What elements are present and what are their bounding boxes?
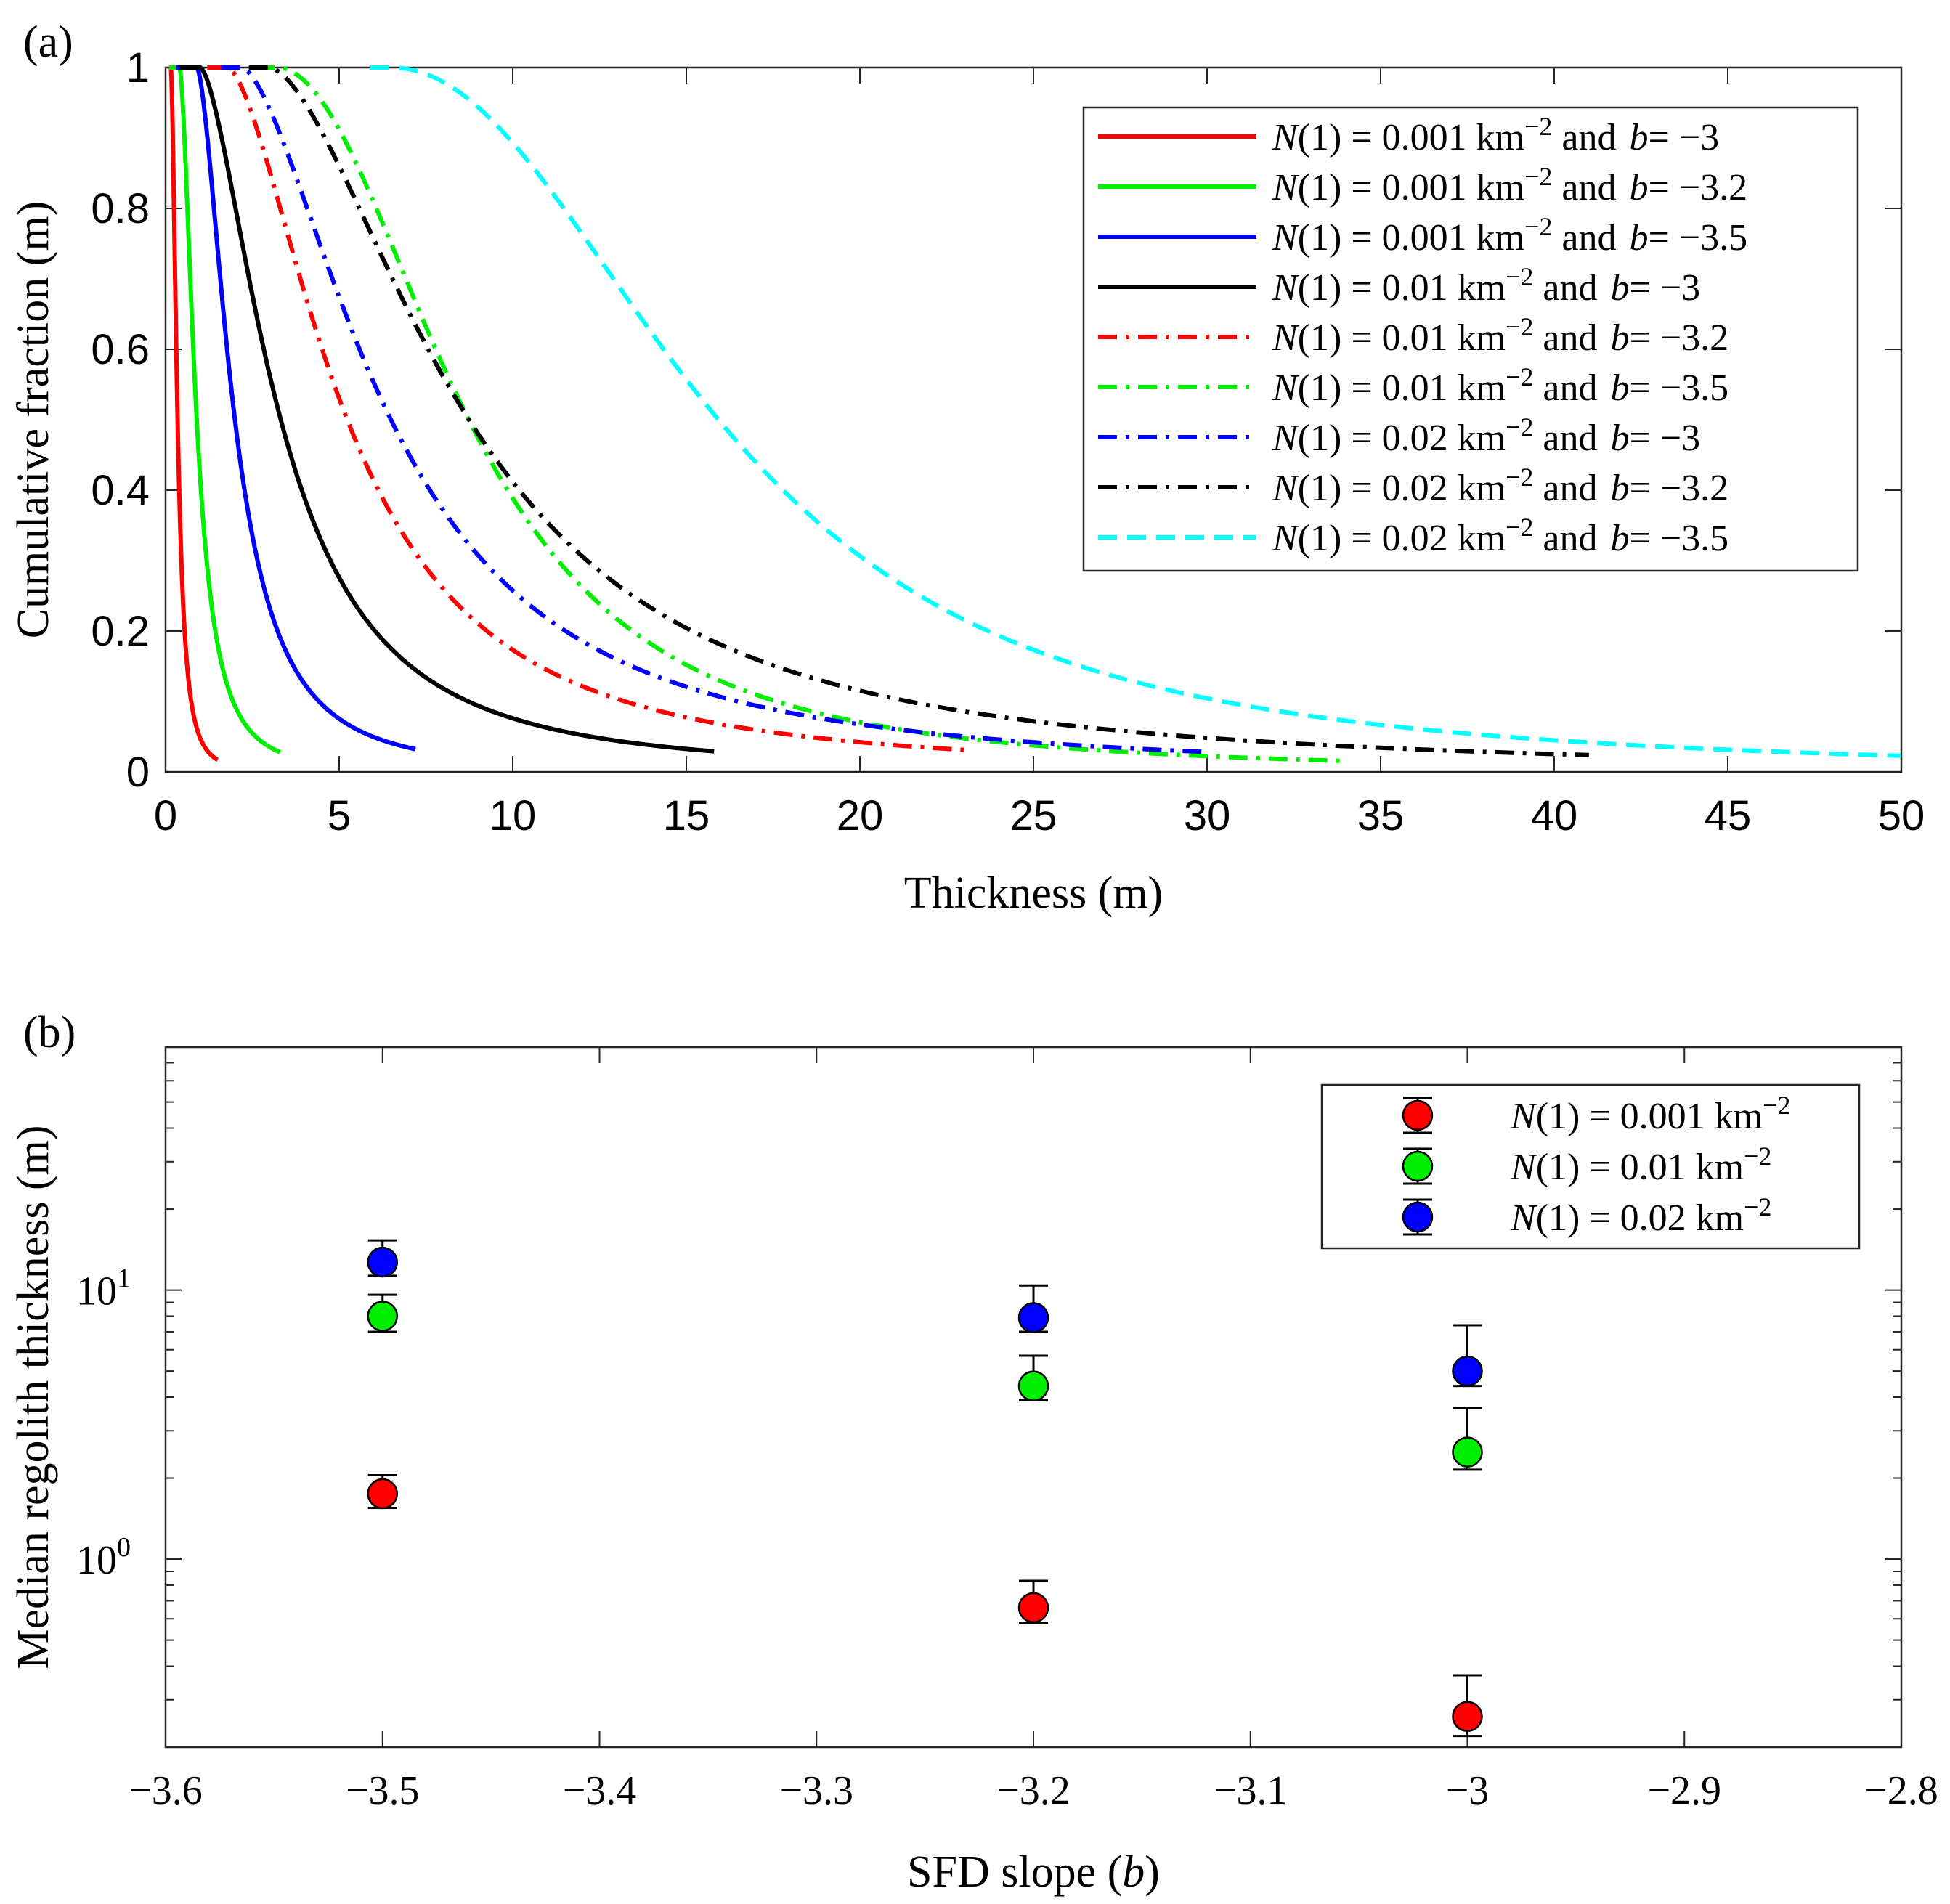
panel-b-x-tick-labels: −3.6 −3.5 −3.4 −3.3 −3.2 −3.1 −3 −2.9 −2.8 — [129, 1768, 1938, 1813]
data-point — [1017, 1354, 1049, 1401]
y-tick-label: 0.2 — [91, 608, 150, 655]
legend-entry-1: N(1) = 0.01 km−2 — [1510, 1142, 1771, 1188]
legend-entry-7: N(1) = 0.02 km−2 and b= −3.2 — [1272, 463, 1728, 509]
panel-b-label: (b) — [23, 1008, 76, 1057]
y-tick-label: 0.8 — [91, 185, 150, 232]
y-tick-label: 100 — [76, 1532, 131, 1583]
x-tick-label: 50 — [1878, 792, 1925, 839]
series-line-5 — [256, 65, 1346, 763]
x-tick-label: 40 — [1531, 792, 1578, 839]
x-tick-label: 20 — [837, 792, 884, 839]
marker-0-1 — [1017, 1592, 1049, 1624]
data-point — [1452, 1674, 1483, 1738]
data-point — [1017, 1579, 1049, 1624]
panel-b-ticks — [165, 1046, 1902, 1748]
legend-marker-1 — [1402, 1150, 1434, 1182]
panel-a-x-label: Thickness (m) — [904, 868, 1163, 918]
marker-1-2 — [1452, 1436, 1483, 1468]
legend-entry-3: N(1) = 0.01 km−2 and b= −3 — [1272, 262, 1700, 309]
data-point — [367, 1239, 398, 1278]
x-tick-label: 30 — [1184, 792, 1231, 839]
y-tick-label: 1 — [126, 44, 150, 91]
y-tick-label: 0 — [126, 749, 150, 796]
series-line-8 — [370, 65, 1902, 758]
x-tick-label: 0 — [154, 792, 177, 839]
x-tick-label: 10 — [489, 792, 537, 839]
legend-marker-0 — [1402, 1099, 1434, 1131]
series-line-0 — [168, 65, 219, 762]
data-point — [367, 1293, 398, 1333]
panel-a-x-tick-labels: 0 5 10 15 20 25 30 35 40 45 50 — [154, 792, 1925, 839]
panel-a-label: (a) — [23, 17, 73, 67]
legend-entry-6: N(1) = 0.02 km−2 and b= −3 — [1272, 412, 1700, 459]
marker-1-1 — [1017, 1370, 1049, 1401]
panel-a-y-tick-labels: 0 0.2 0.4 0.6 0.8 1 — [91, 44, 150, 796]
series-line-1 — [168, 65, 282, 754]
legend-marker-2 — [1402, 1201, 1434, 1233]
panel-a: (a) 0 5 10 15 20 25 30 35 40 45 50 00.20.40.60.81 … — [9, 17, 1925, 918]
data-point — [1452, 1407, 1483, 1471]
legend-entry-0: N(1) = 0.001 km−2 — [1510, 1091, 1790, 1137]
series-line-7 — [248, 65, 1589, 757]
y-tick-label: 0.6 — [91, 326, 150, 373]
x-tick-label: −3.6 — [129, 1768, 203, 1813]
x-tick-label: −3.3 — [779, 1768, 853, 1813]
series-line-2 — [176, 65, 416, 752]
legend-entry-0: N(1) = 0.001 km−2 and b= −3 — [1272, 112, 1719, 158]
legend-entry-8: N(1) = 0.02 km−2 and b= −3.5 — [1272, 513, 1728, 559]
panel-b-legend: N(1) = 0.001 km−2 N(1) = 0.01 km−2N(1) = … — [1320, 1083, 1861, 1250]
legend-entry-4: N(1) = 0.01 km−2 and b= −3.2 — [1272, 312, 1728, 359]
x-tick-label: −3.4 — [563, 1768, 637, 1813]
x-tick-label: −3.1 — [1214, 1768, 1288, 1813]
data-point — [367, 1474, 398, 1510]
panel-b-y-label: Median regolith thickness (m) — [9, 1126, 58, 1669]
panel-a-legend: N(1) = 0.001 km−2 and b= −3N(1) = 0.001 k… — [1082, 106, 1859, 572]
panel-a-ticks — [165, 67, 1902, 773]
panel-b-y-tick-labels: 100 101 — [76, 1264, 131, 1583]
marker-0-0 — [367, 1478, 398, 1510]
series-line-6 — [221, 65, 1208, 754]
panel-a-y-label: Cumulative fraction (m) — [9, 201, 58, 639]
x-tick-label: 35 — [1357, 792, 1405, 839]
panel-b: (b) −3.6 −3.5 −3.4 −3.3 −3.2 −3.1 −3 −2.9 −2.8 1… — [9, 1008, 1938, 1897]
panel-b-x-label: SFD slope (b) — [907, 1847, 1160, 1897]
marker-2-0 — [367, 1246, 398, 1278]
marker-1-0 — [367, 1301, 398, 1332]
legend-entry-2: N(1) = 0.02 km−2 — [1510, 1192, 1771, 1239]
x-tick-label: −3 — [1446, 1768, 1490, 1813]
x-tick-label: 25 — [1010, 792, 1057, 839]
marker-2-2 — [1452, 1355, 1483, 1387]
data-point — [1017, 1284, 1049, 1333]
x-tick-label: 5 — [328, 792, 351, 839]
x-tick-label: −3.2 — [996, 1768, 1071, 1813]
x-tick-label: 45 — [1705, 792, 1752, 839]
x-tick-label: 15 — [663, 792, 710, 839]
marker-0-2 — [1452, 1701, 1483, 1733]
x-tick-label: −2.8 — [1864, 1768, 1938, 1813]
x-tick-label: −3.5 — [346, 1768, 420, 1813]
series-line-3 — [179, 65, 715, 754]
panel-b-data-points — [367, 1239, 1483, 1738]
y-tick-label: 101 — [76, 1264, 131, 1314]
legend-entry-2: N(1) = 0.001 km−2 and b= −3.5 — [1272, 212, 1747, 259]
legend-entry-5: N(1) = 0.01 km−2 and b= −3.5 — [1272, 362, 1728, 409]
y-tick-label: 0.4 — [91, 467, 150, 514]
series-line-4 — [207, 65, 964, 752]
x-tick-label: −2.9 — [1647, 1768, 1721, 1813]
panel-a-series-lines — [168, 65, 1902, 763]
data-point — [1452, 1324, 1483, 1388]
marker-2-1 — [1017, 1302, 1049, 1333]
legend-entry-1: N(1) = 0.001 km−2 and b= −3.2 — [1272, 162, 1747, 208]
